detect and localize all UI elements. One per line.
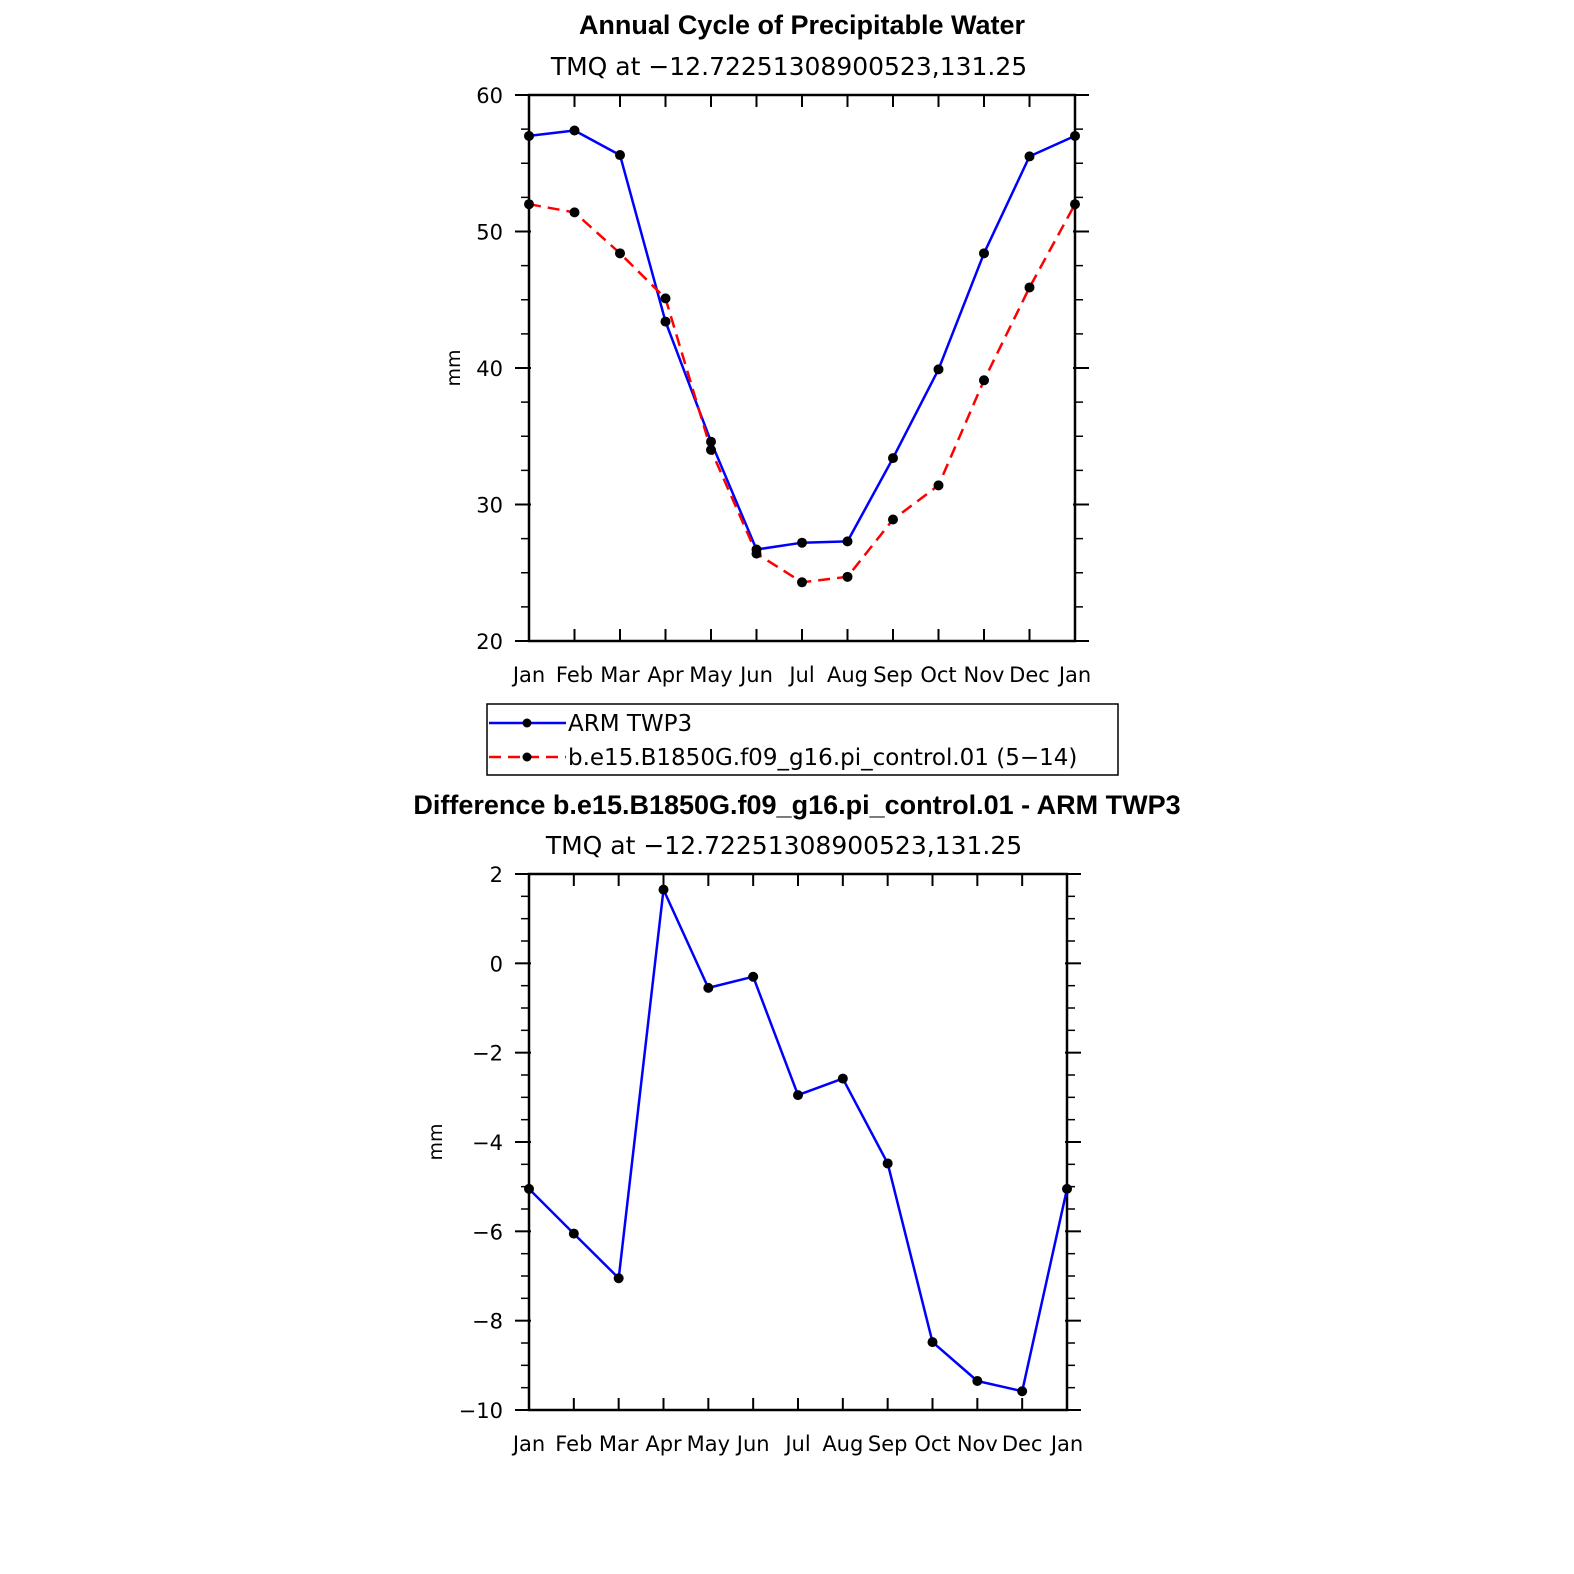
plot-frame [527,872,1069,1412]
x-tick-label: Oct [920,663,956,687]
x-tick-label: Aug [827,663,868,687]
data-point-s0 [797,537,807,548]
y-tick-label: −2 [472,1042,503,1066]
x-tick-label: Oct [914,1432,950,1456]
x-tick-label: Jan [511,1432,545,1456]
legend-box [486,703,1119,776]
x-tick-label: Jun [735,1432,770,1456]
data-point-s1 [888,514,898,525]
data-point-s0 [524,1183,534,1194]
data-point-s0 [658,884,669,895]
x-tick-label: May [687,1432,730,1456]
x-tick-label: May [689,663,732,687]
y-tick-label: −10 [459,1399,503,1423]
difference-chart: Difference b.e15.B1850G.f09_g16.pi_contr… [413,790,1180,1456]
data-point-s0 [660,316,671,327]
x-tick-label: Jul [787,663,814,687]
data-point-s0 [793,1090,803,1101]
data-point-s0 [972,1375,983,1386]
data-point-s1 [660,293,671,304]
data-point-s0 [1070,130,1080,141]
data-point-s1 [569,207,580,218]
chart-subtitle: TMQ at −12.72251308900523,131.25 [550,52,1027,81]
x-tick-label: Dec [1009,663,1050,687]
data-point-s1 [615,248,625,259]
y-tick-label: −4 [472,1131,503,1155]
data-point-s1 [1070,199,1080,210]
x-tick-label: Mar [600,663,640,687]
x-tick-label: Dec [1002,1432,1043,1456]
series-line-1 [528,202,1077,584]
chart-title: Difference b.e15.B1850G.f09_g16.pi_contr… [413,790,1180,820]
data-point-s0 [615,150,625,161]
data-point-s0 [979,248,989,259]
data-point-s0 [1024,151,1035,162]
data-point-s0 [748,971,759,982]
y-tick-label: 60 [476,84,503,108]
data-point-s0 [569,125,580,136]
data-point-s0 [706,436,716,447]
y-tick-label: 20 [476,630,503,654]
x-tick-label: Nov [964,663,1005,687]
legend-marker-arm [522,718,532,728]
data-point-s0 [524,130,534,141]
y-tick-label: −8 [472,1310,503,1334]
x-tick-label: Sep [868,1432,908,1456]
precipitable-water-chart: Annual Cycle of Precipitable Water TMQ a… [443,10,1091,687]
y-tick-label: 50 [476,221,503,245]
x-tick-label: Jul [783,1432,810,1456]
data-point-s0 [613,1273,624,1284]
y-tick-label: 2 [490,863,503,887]
x-tick-label: Apr [645,1432,682,1456]
data-point-s1 [524,199,534,210]
data-point-s0 [927,1337,938,1348]
legend-marker-model [522,752,532,762]
x-tick-label: Nov [957,1432,998,1456]
y-tick-label: 40 [476,357,503,381]
data-point-s0 [1062,1183,1072,1194]
x-tick-label: Apr [647,663,684,687]
y-tick-label: 0 [490,952,503,976]
x-tick-label: Aug [822,1432,863,1456]
data-point-s0 [703,982,714,993]
data-point-s0 [837,1073,848,1084]
data-point-s1 [797,577,807,588]
y-tick-label: 30 [476,494,503,518]
data-point-s1 [751,548,762,559]
data-point-s0 [842,536,853,547]
y-tick-label: −6 [472,1220,503,1244]
series-line-0 [528,129,1076,551]
plot-frame [527,93,1077,643]
x-tick-label: Sep [873,663,913,687]
x-tick-label: Jan [1049,1432,1083,1456]
legend-label-model: b.e15.B1850G.f09_g16.pi_control.01 (5−14… [568,745,1077,771]
data-point-s0 [1017,1386,1028,1397]
x-tick-label: Feb [556,663,593,687]
x-tick-label: Jan [1057,663,1091,687]
legend: ARM TWP3 b.e15.B1850G.f09_g16.pi_control… [486,703,1119,776]
legend-label-arm: ARM TWP3 [568,711,692,737]
chart-subtitle: TMQ at −12.72251308900523,131.25 [545,831,1022,860]
data-point-s1 [933,480,944,491]
data-point-s1 [842,571,853,582]
data-point-s0 [568,1228,579,1239]
x-tick-label: Feb [555,1432,592,1456]
chart-title: Annual Cycle of Precipitable Water [579,10,1026,40]
data-point-s0 [882,1158,893,1169]
series-line-0 [528,888,1069,1393]
y-axis-label: mm [425,1123,447,1160]
data-point-s0 [888,453,898,464]
y-axis-label: mm [443,349,465,386]
data-point-s1 [1024,282,1035,293]
x-tick-label: Mar [599,1432,639,1456]
data-point-s1 [979,375,989,386]
x-tick-label: Jan [511,663,545,687]
data-point-s0 [933,364,944,375]
x-tick-label: Jun [738,663,773,687]
data-point-s1 [706,444,716,455]
